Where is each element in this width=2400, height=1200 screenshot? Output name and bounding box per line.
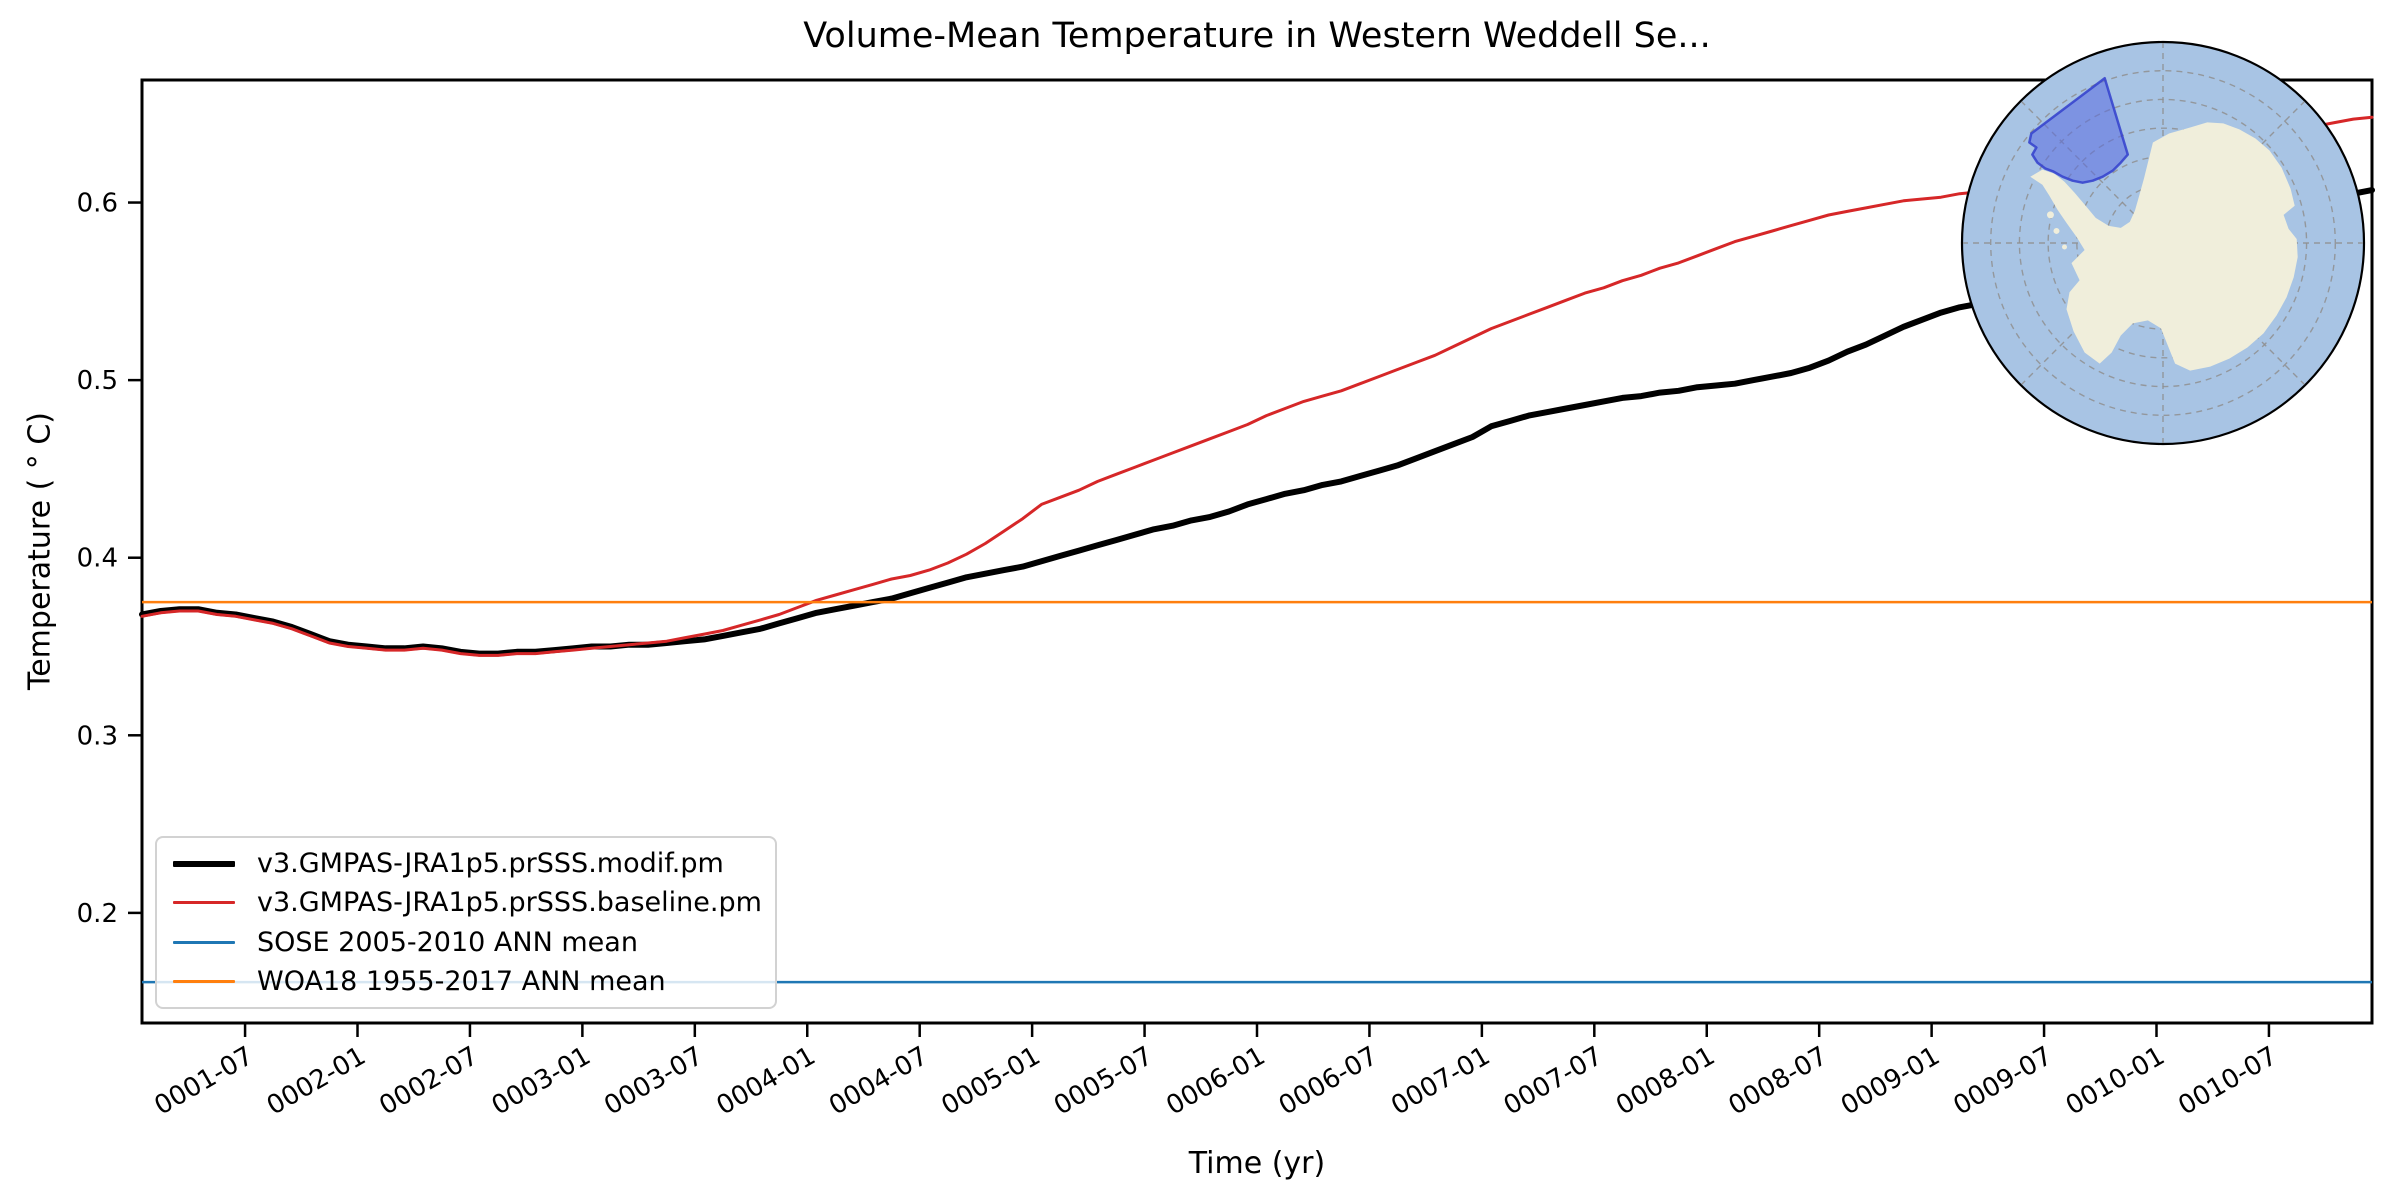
x-tick-label: 0004-07 [824,1041,933,1121]
x-tick-label: 0005-07 [1049,1041,1158,1121]
map-island [2053,227,2060,234]
legend-item-modif: v3.GMPAS-JRA1p5.prSSS.modif.pm [173,848,775,879]
legend-line-swatch-sose [173,940,235,944]
x-tick-label: 0003-01 [487,1041,596,1121]
legend-line-swatch-baseline [173,901,235,905]
legend-label-sose: SOSE 2005-2010 ANN mean [257,926,638,958]
legend-label-baseline: v3.GMPAS-JRA1p5.prSSS.baseline.pm [257,887,762,919]
map-island [2062,244,2068,250]
legend-item-baseline: v3.GMPAS-JRA1p5.prSSS.baseline.pm [173,887,775,918]
x-tick-label: 0003-07 [599,1041,708,1121]
y-tick-label: 0.2 [77,899,118,929]
x-tick-label: 0010-07 [2173,1041,2282,1121]
legend-label-modif: v3.GMPAS-JRA1p5.prSSS.modif.pm [257,848,724,880]
chart-title: Volume-Mean Temperature in Western Wedde… [803,16,1711,56]
x-tick-label: 0001-07 [149,1041,258,1121]
legend-item-sose: SOSE 2005-2010 ANN mean [173,927,775,958]
legend-item-woa: WOA18 1955-2017 ANN mean [173,966,775,997]
x-tick-label: 0004-01 [712,1041,821,1121]
highlight-region-western-weddell-sea [2028,76,2130,184]
y-tick-label: 0.6 [77,189,118,219]
x-tick-label: 0010-01 [2061,1041,2170,1121]
x-tick-label: 0007-01 [1386,1041,1495,1121]
map-graticule-circle [1990,70,2336,416]
x-tick-label: 0006-07 [1274,1041,1383,1121]
legend-line-swatch-modif [173,860,235,867]
y-tick-label: 0.5 [77,366,118,396]
x-tick-label: 0009-01 [1836,1041,1945,1121]
legend: v3.GMPAS-JRA1p5.prSSS.modif.pm v3.GMPAS-… [155,836,777,1009]
x-tick-label: 0008-07 [1724,1041,1833,1121]
y-axis-label: Temperature ( ° C) [22,412,58,690]
x-tick-label: 0007-07 [1499,1041,1608,1121]
legend-label-woa: WOA18 1955-2017 ANN mean [257,965,666,997]
x-tick-label: 0006-01 [1161,1041,1270,1121]
x-tick-label: 0002-07 [374,1041,483,1121]
y-tick-label: 0.4 [77,544,118,574]
legend-line-swatch-woa [173,979,235,983]
map-island [2046,211,2054,219]
x-axis-label: Time (yr) [1188,1146,1326,1181]
x-tick-label: 0008-01 [1611,1041,1720,1121]
x-tick-label: 0009-07 [1948,1041,2057,1121]
y-tick-label: 0.3 [77,721,118,751]
x-tick-label: 0005-01 [937,1041,1046,1121]
antarctica-inset-map [1960,40,2366,446]
x-tick-label: 0002-01 [262,1041,371,1121]
antarctica-landmass [2030,122,2298,371]
